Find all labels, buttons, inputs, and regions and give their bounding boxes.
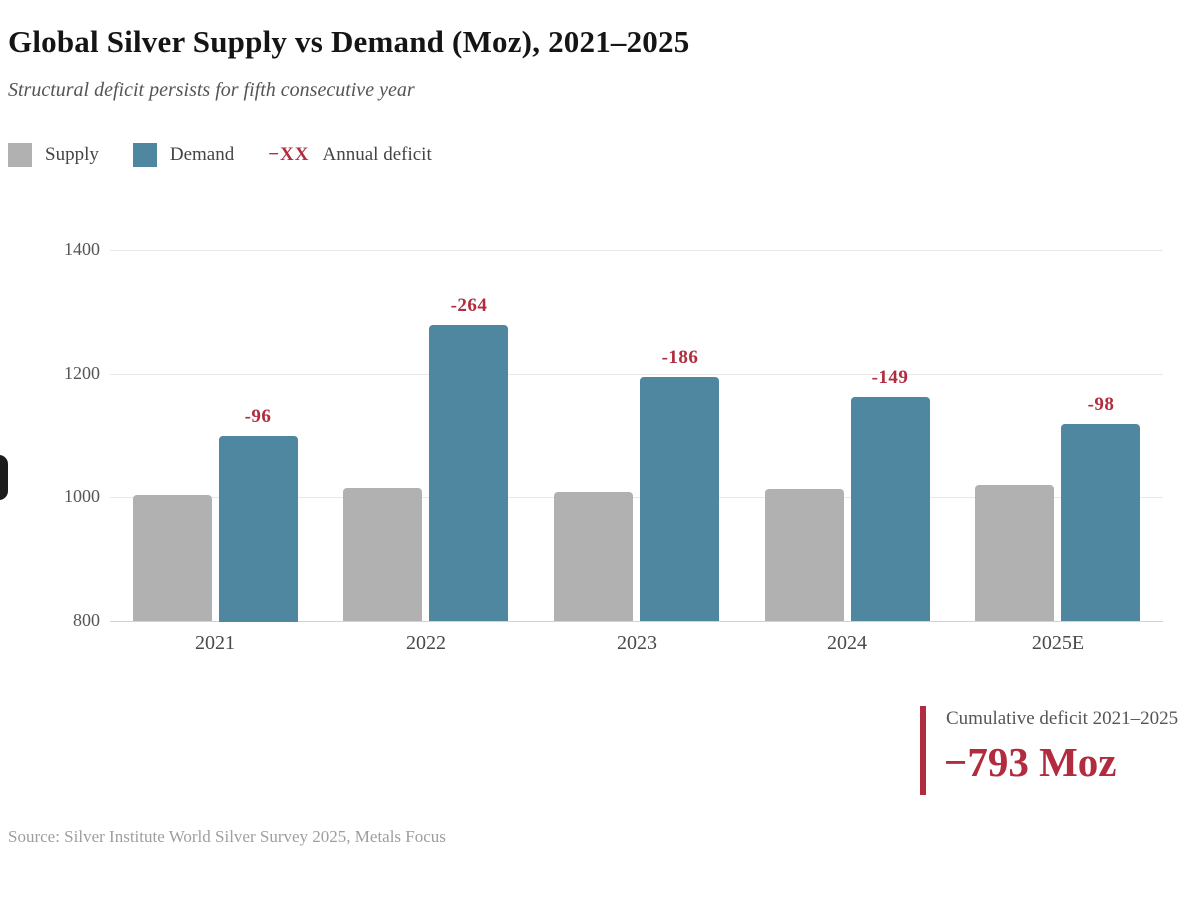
gridline-1400 xyxy=(110,250,1163,251)
y-axis-tick-800: 800 xyxy=(73,610,100,630)
demand-bar-2021 xyxy=(219,436,298,622)
demand-bar-2024 xyxy=(851,397,930,621)
source-note: Source: Silver Institute World Silver Su… xyxy=(8,827,446,846)
gridline-1000 xyxy=(110,497,1163,498)
legend-item-deficit: −XX Annual deficit xyxy=(268,144,432,166)
summary-value: −793 Moz xyxy=(944,739,1117,785)
x-axis-tick-2023: 2023 xyxy=(617,632,657,654)
y-axis-tick-1400: 1400 xyxy=(64,239,100,259)
legend-supply-label: Supply xyxy=(45,144,99,165)
legend: Supply Demand −XX Annual deficit xyxy=(8,143,432,167)
chart-subtitle: Structural deficit persists for fifth co… xyxy=(8,79,415,101)
supply-bar-2025E xyxy=(975,485,1054,621)
legend-demand-label: Demand xyxy=(169,144,235,165)
supply-swatch-icon xyxy=(8,143,32,167)
deficit-label-2023: -186 xyxy=(661,347,699,368)
x-axis-tick-2025E: 2025E xyxy=(1031,632,1085,654)
legend-item-supply: Supply xyxy=(8,143,99,167)
supply-bar-2023 xyxy=(554,492,633,621)
y-axis-tick-1200: 1200 xyxy=(64,363,100,383)
y-axis-tick-1000: 1000 xyxy=(64,486,100,506)
edge-drag-handle[interactable] xyxy=(0,455,8,500)
demand-bar-2023 xyxy=(640,377,719,621)
demand-bar-2025E xyxy=(1061,424,1140,621)
deficit-label-2024: -149 xyxy=(871,367,909,388)
supply-bar-2021 xyxy=(133,495,212,621)
deficit-symbol: −XX xyxy=(268,144,310,165)
gridline-800 xyxy=(110,621,1163,622)
legend-item-demand: Demand xyxy=(132,143,235,167)
legend-deficit-label: Annual deficit xyxy=(322,144,432,165)
x-axis-tick-2024: 2024 xyxy=(827,632,867,654)
summary-accent-rule xyxy=(920,706,926,795)
x-axis-tick-2021: 2021 xyxy=(195,632,235,654)
summary-label: Cumulative deficit 2021–2025 xyxy=(946,708,1179,729)
demand-bar-2022 xyxy=(429,325,508,621)
chart-title: Global Silver Supply vs Demand (Moz), 20… xyxy=(8,24,690,59)
deficit-label-2021: -96 xyxy=(244,406,272,427)
supply-bar-2022 xyxy=(343,488,422,621)
supply-bar-2024 xyxy=(765,489,844,621)
deficit-label-2022: -264 xyxy=(450,295,488,316)
deficit-label-2025E: -98 xyxy=(1087,394,1115,415)
gridline-1200 xyxy=(110,374,1163,375)
demand-swatch-icon xyxy=(132,143,157,167)
x-axis-tick-2022: 2022 xyxy=(406,632,446,654)
